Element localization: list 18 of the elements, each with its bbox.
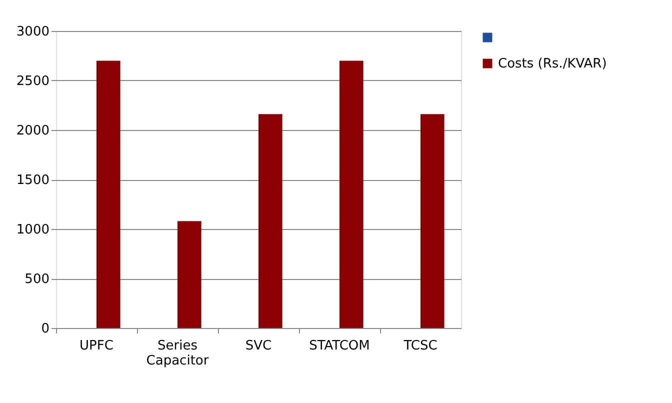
legend-label: Costs (Rs./KVAR) [498, 56, 607, 72]
x-tick-label: UPFC [80, 338, 114, 354]
bar [340, 60, 364, 328]
bar [178, 221, 202, 328]
y-tick-label: 0 [41, 322, 50, 336]
x-tick-label: TCSC [402, 338, 438, 354]
x-tick-label: Series Capacitor [146, 338, 210, 368]
y-tick-label: 1500 [16, 173, 50, 188]
y-tick-label: 3000 [16, 24, 50, 40]
y-tick-label: 2000 [16, 124, 50, 138]
bar [258, 114, 282, 328]
x-tick-label: STATCOM [309, 338, 370, 354]
x-tick-label: SVC [245, 338, 272, 354]
y-tick-label: 500 [24, 272, 50, 287]
y-tick-label: 1000 [16, 222, 50, 238]
y-tick-label: 2500 [16, 74, 50, 89]
bar [96, 60, 120, 328]
bar [420, 114, 444, 328]
